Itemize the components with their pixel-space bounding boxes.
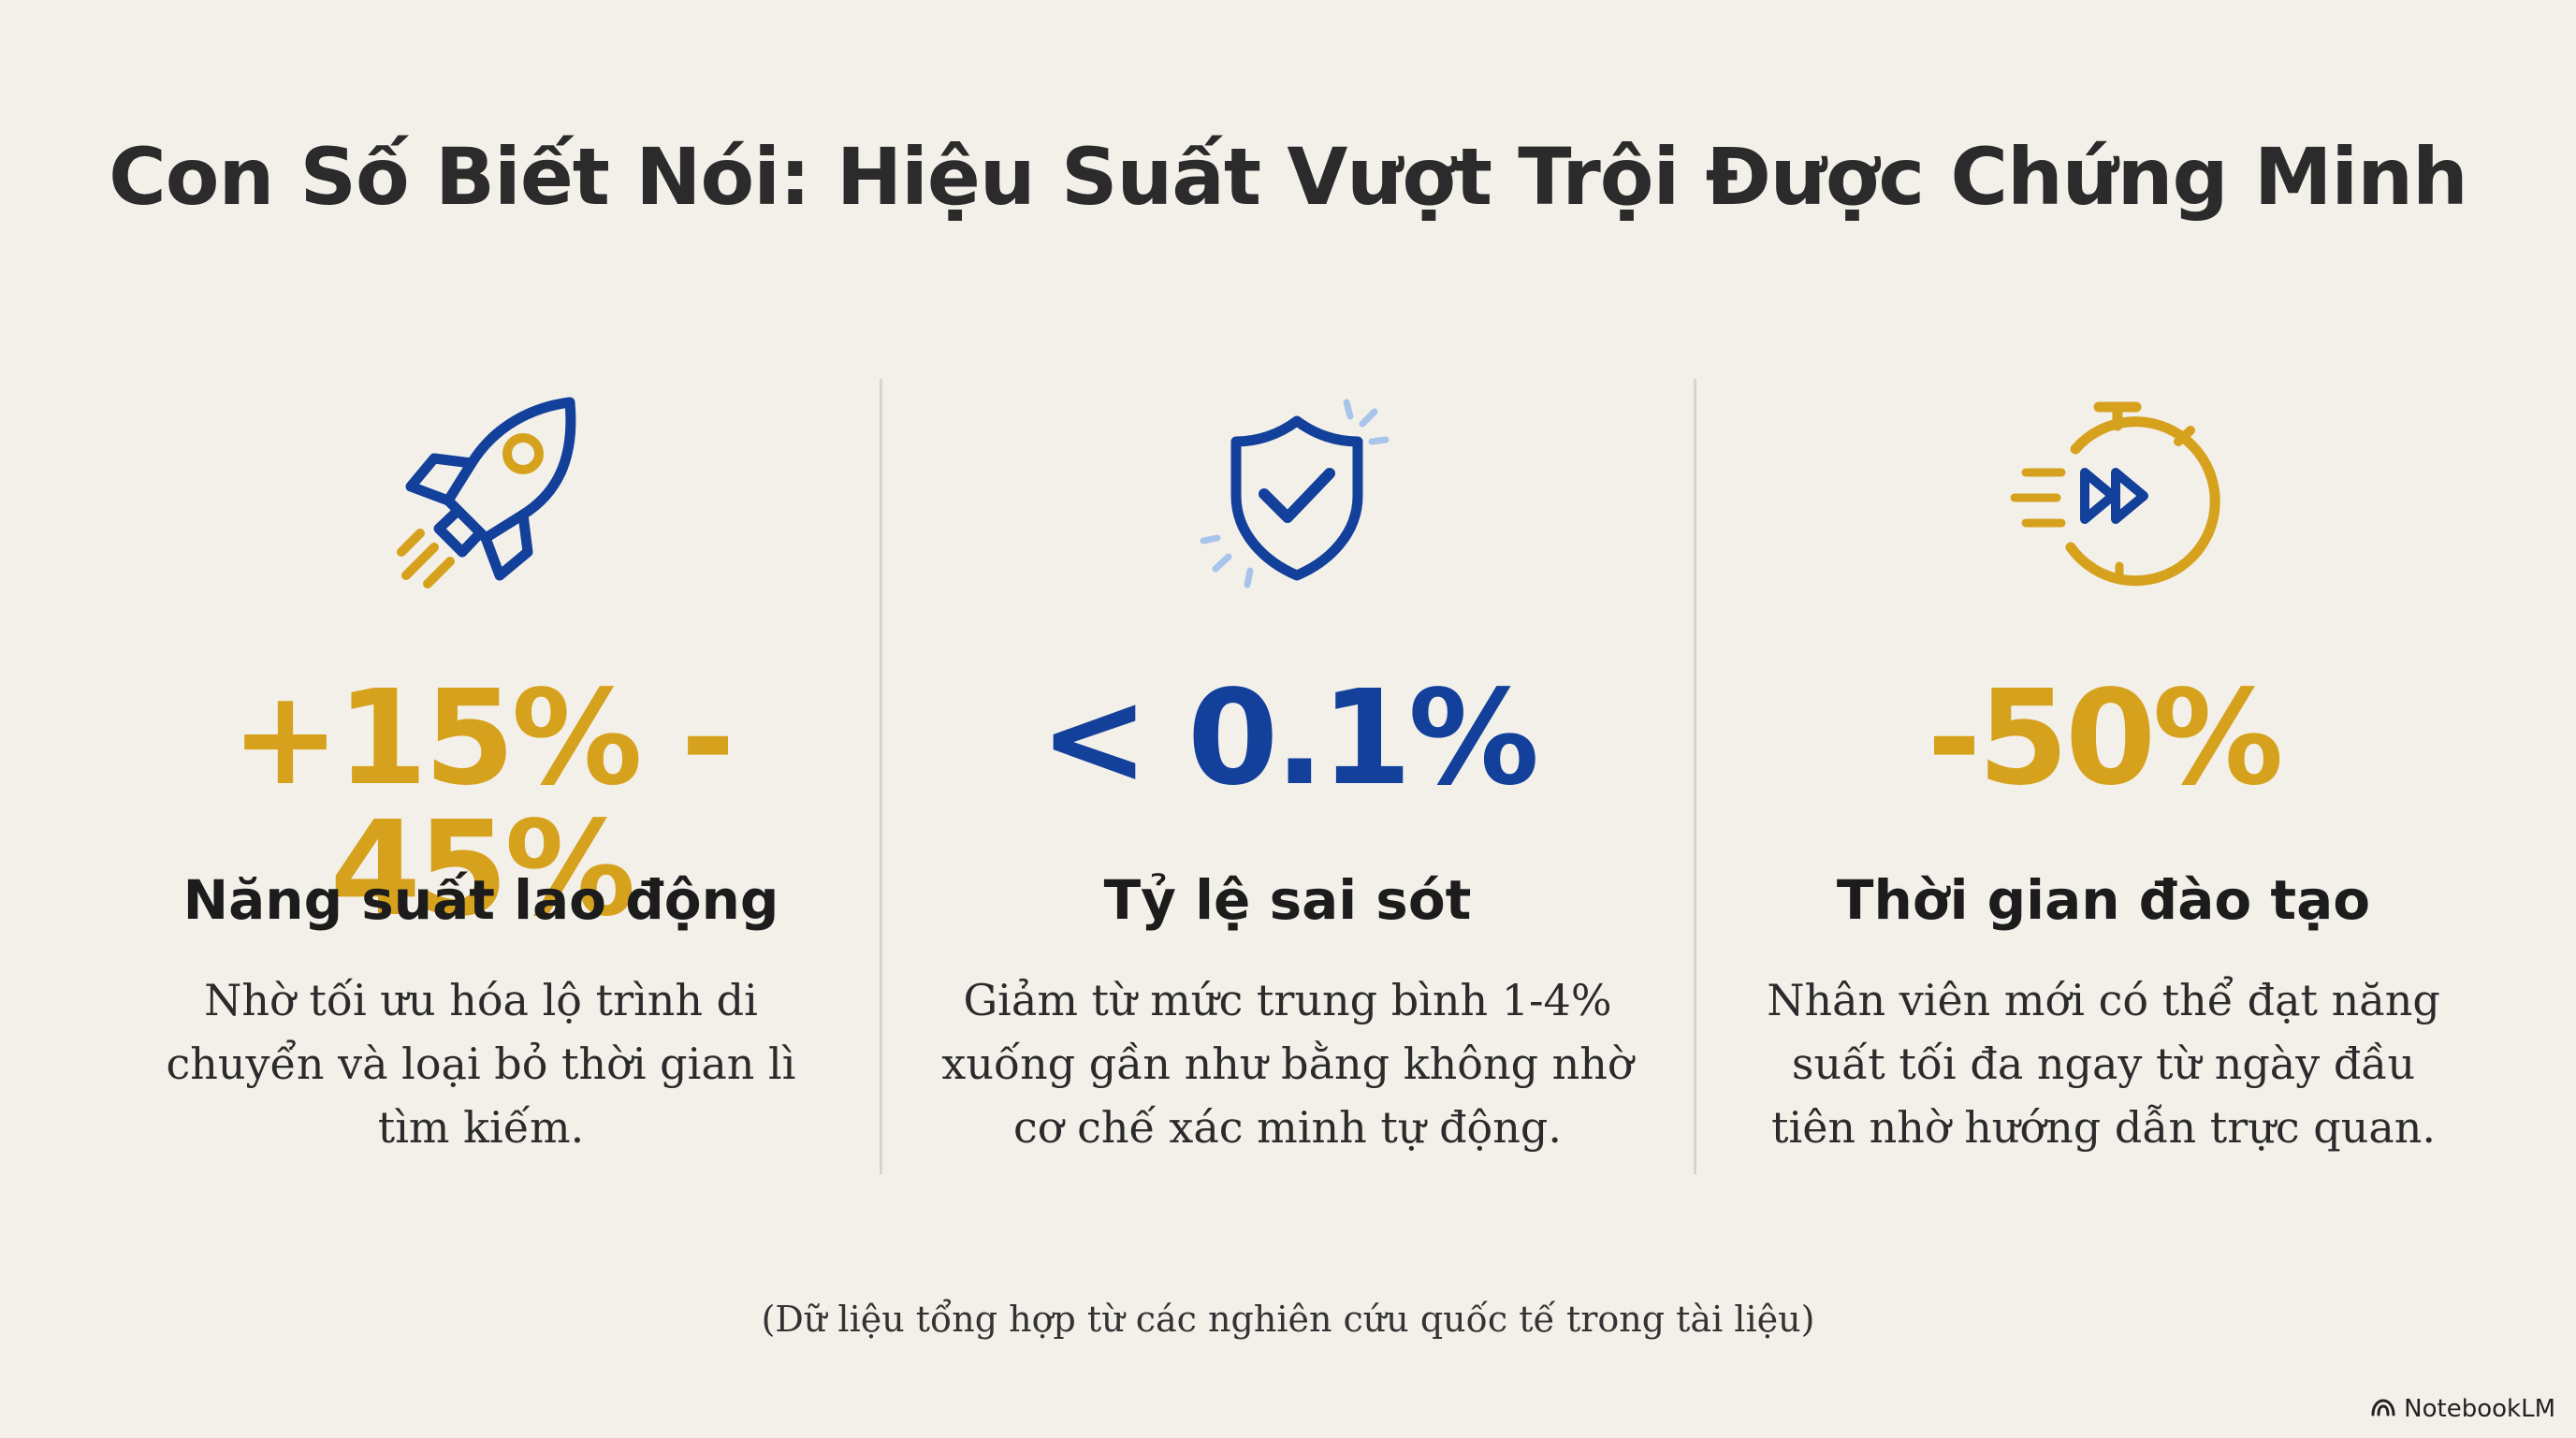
brand-watermark: NotebookLM [2370,1395,2555,1423]
description-line: tìm kiếm. [377,1102,585,1153]
column-divider [880,379,882,1174]
stat-card-productivity: +15% - 45% Năng suất lao động Nhờ tối ưu… [79,356,883,1179]
stopwatch-fast-forward-icon [2005,384,2220,599]
rocket-icon [383,384,598,599]
stat-description: Giảm từ mức trung bình 1-4% xuống gần nh… [941,968,1634,1159]
description-line: Nhân viên mới có thể đạt năng [1767,975,2440,1025]
stat-label: Thời gian đào tạo [1836,868,2371,932]
notebooklm-logo-icon [2370,1395,2396,1423]
stat-card-error-rate: < 0.1% Tỷ lệ sai sót Giảm từ mức trung b… [885,356,1690,1179]
description-line: cơ chế xác minh tự động. [1013,1102,1562,1153]
brand-name: NotebookLM [2404,1395,2555,1423]
stat-label: Tỷ lệ sai sót [1103,868,1472,932]
page-title: Con Số Biết Nói: Hiệu Suất Vượt Trội Đượ… [109,131,2468,223]
description-line: chuyển và loại bỏ thời gian lì [166,1039,796,1089]
source-footnote: (Dữ liệu tổng hợp từ các nghiên cứu quốc… [761,1299,1815,1340]
stat-value: +15% - 45% [230,662,735,946]
description-line: tiên nhờ hướng dẫn trực quan. [1771,1102,2436,1153]
stat-label: Năng suất lao động [182,868,779,932]
description-line: xuống gần như bằng không nhờ [941,1039,1634,1089]
stat-value: < 0.1% [1039,662,1539,815]
shield-check-icon [1189,384,1404,599]
description-line: Nhờ tối ưu hóa lộ trình di [204,975,758,1025]
stat-description: Nhân viên mới có thể đạt năng suất tối đ… [1757,968,2450,1159]
column-divider [1694,379,1696,1174]
stat-value: -50% [1927,662,2283,815]
description-line: suất tối đa ngay từ ngày đầu [1791,1039,2416,1089]
stat-card-training-time: -50% Thời gian đào tạo Nhân viên mới có … [1701,356,2506,1179]
description-line: Giảm từ mức trung bình 1-4% [963,975,1612,1025]
stat-description: Nhờ tối ưu hóa lộ trình di chuyển và loạ… [135,968,827,1159]
